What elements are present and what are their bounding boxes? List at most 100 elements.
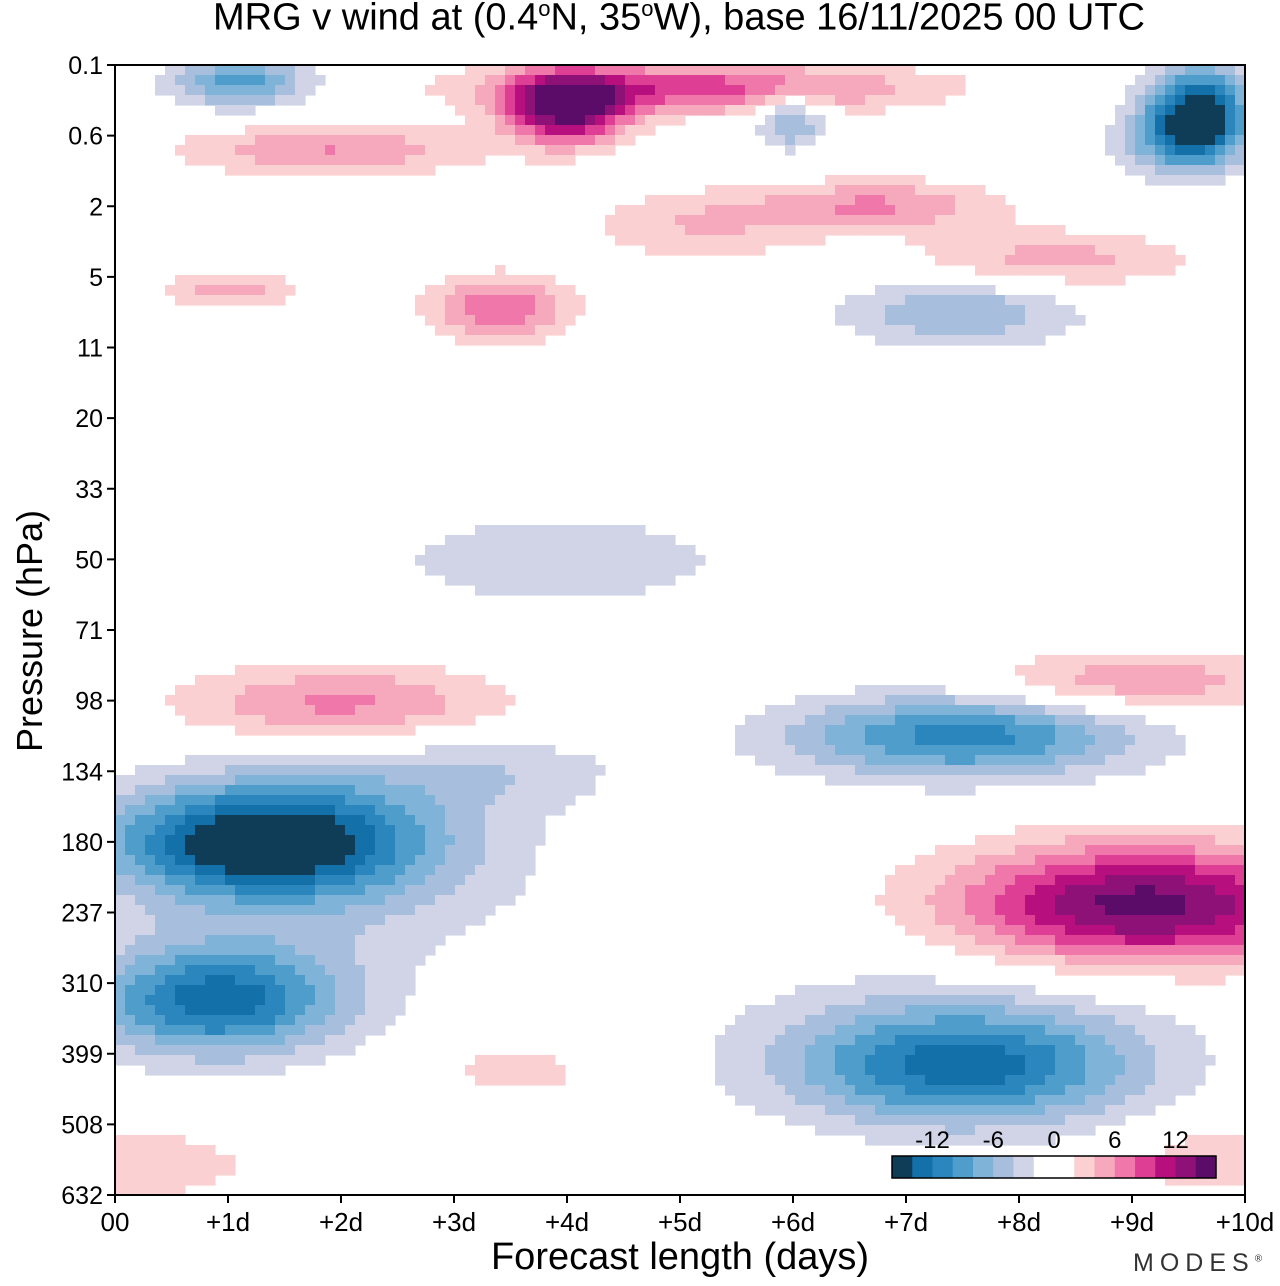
contour-cell (315, 1015, 326, 1026)
contour-cell (545, 745, 556, 756)
contour-cell (395, 765, 406, 776)
contour-cell (1125, 845, 1136, 856)
contour-cell (695, 65, 706, 76)
contour-cell (645, 545, 656, 556)
contour-cell (425, 285, 436, 296)
contour-cell (435, 665, 446, 676)
contour-cell (125, 1185, 136, 1195)
contour-cell (1175, 885, 1186, 896)
contour-cell (1065, 1025, 1076, 1036)
contour-cell (1155, 955, 1166, 966)
contour-cell (445, 75, 456, 86)
contour-cell (285, 1025, 296, 1036)
contour-cell (915, 705, 926, 716)
contour-cell (515, 95, 526, 106)
contour-cell (295, 915, 306, 926)
contour-cell (265, 785, 276, 796)
contour-cell (855, 985, 866, 996)
contour-cell (945, 1105, 956, 1116)
contour-cell (205, 765, 216, 776)
contour-cell (905, 745, 916, 756)
contour-cell (265, 815, 276, 826)
contour-cell (125, 935, 136, 946)
contour-cell (305, 1045, 316, 1056)
contour-cell (325, 895, 336, 906)
contour-cell (855, 195, 866, 206)
contour-cell (185, 685, 196, 696)
contour-cell (915, 195, 926, 206)
contour-cell (995, 205, 1006, 216)
contour-cell (245, 955, 256, 966)
contour-cell (935, 1115, 946, 1126)
contour-cell (265, 995, 276, 1006)
contour-cell (1005, 915, 1016, 926)
contour-cell (1175, 875, 1186, 886)
contour-cell (865, 85, 876, 96)
contour-cell (395, 985, 406, 996)
contour-cell (1165, 1055, 1176, 1066)
contour-cell (975, 285, 986, 296)
contour-cell (545, 1065, 556, 1076)
contour-cell (325, 135, 336, 146)
contour-cell (535, 535, 546, 546)
contour-cell (215, 695, 226, 706)
contour-cell (645, 535, 656, 546)
contour-cell (365, 795, 376, 806)
contour-cell (1175, 125, 1186, 136)
contour-cell (1145, 915, 1156, 926)
contour-cell (545, 315, 556, 326)
contour-cell (1215, 685, 1226, 696)
contour-cell (295, 1005, 306, 1016)
contour-cell (465, 295, 476, 306)
contour-cell (265, 65, 276, 76)
contour-cell (425, 555, 436, 566)
contour-cell (1035, 835, 1046, 846)
contour-cell (1195, 695, 1206, 706)
contour-cell (1185, 895, 1196, 906)
contour-cell (525, 135, 536, 146)
contour-cell (635, 235, 646, 246)
contour-cell (905, 315, 916, 326)
contour-cell (405, 825, 416, 836)
contour-cell (1185, 1035, 1196, 1046)
contour-cell (545, 95, 556, 106)
contour-cell (1205, 65, 1216, 76)
contour-cell (1175, 895, 1186, 906)
contour-cell (495, 1065, 506, 1076)
contour-cell (1025, 715, 1036, 726)
y-tick-label: 399 (61, 1041, 103, 1069)
contour-cell (475, 105, 486, 116)
contour-cell (815, 1085, 826, 1096)
contour-cell (595, 125, 606, 136)
contour-cell (225, 285, 236, 296)
contour-cell (1185, 845, 1196, 856)
contour-cell (1195, 945, 1206, 956)
contour-cell (345, 675, 356, 686)
contour-cell (225, 675, 236, 686)
contour-cell (575, 115, 586, 126)
contour-cell (205, 825, 216, 836)
contour-cell (265, 95, 276, 106)
contour-cell (255, 975, 266, 986)
contour-cell (145, 795, 156, 806)
contour-cell (345, 755, 356, 766)
contour-cell (1125, 1035, 1136, 1046)
contour-cell (705, 245, 716, 256)
contour-cell (305, 65, 316, 76)
contour-cell (1075, 715, 1086, 726)
contour-cell (525, 545, 536, 556)
contour-cell (675, 115, 686, 126)
contour-cell (925, 315, 936, 326)
contour-cell (485, 815, 496, 826)
contour-cell (315, 695, 326, 706)
contour-cell (345, 885, 356, 896)
contour-cell (1135, 735, 1146, 746)
contour-cell (735, 205, 746, 216)
contour-cell (435, 75, 446, 86)
contour-cell (485, 885, 496, 896)
contour-cell (1025, 305, 1036, 316)
contour-cell (515, 755, 526, 766)
contour-cell (455, 835, 466, 846)
contour-cell (275, 165, 286, 176)
contour-cell (305, 935, 316, 946)
